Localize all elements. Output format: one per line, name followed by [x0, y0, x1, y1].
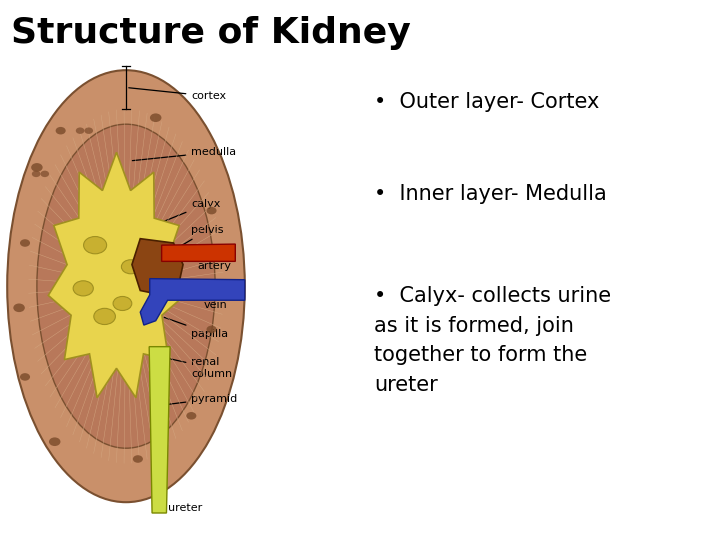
Text: ureter: ureter — [162, 501, 202, 512]
Circle shape — [133, 455, 143, 463]
Polygon shape — [48, 152, 185, 398]
Circle shape — [186, 412, 197, 420]
Text: •  Outer layer- Cortex: • Outer layer- Cortex — [374, 92, 600, 112]
Circle shape — [84, 127, 93, 134]
Polygon shape — [132, 239, 183, 295]
Text: renal
column: renal column — [138, 352, 233, 379]
Text: calyx: calyx — [145, 199, 221, 229]
Text: Structure of Kidney: Structure of Kidney — [11, 16, 410, 50]
Circle shape — [40, 171, 49, 177]
Circle shape — [122, 260, 140, 274]
Circle shape — [207, 326, 217, 333]
Circle shape — [20, 373, 30, 381]
Circle shape — [94, 308, 115, 325]
Circle shape — [49, 437, 60, 446]
Circle shape — [31, 163, 42, 172]
Polygon shape — [161, 244, 235, 261]
Text: renal
artery: renal artery — [197, 249, 231, 271]
Circle shape — [76, 127, 84, 134]
Circle shape — [32, 171, 40, 177]
Circle shape — [20, 239, 30, 247]
Text: cortex: cortex — [129, 88, 227, 101]
Circle shape — [84, 237, 107, 254]
Ellipse shape — [37, 124, 215, 448]
Text: pyramid: pyramid — [166, 394, 238, 404]
Text: renal
vein: renal vein — [203, 288, 232, 310]
Text: medulla: medulla — [132, 147, 236, 160]
Circle shape — [13, 303, 24, 312]
Text: •  Inner layer- Medulla: • Inner layer- Medulla — [374, 184, 607, 204]
Circle shape — [207, 207, 217, 214]
Text: •  Calyx- collects urine
as it is formed, join
together to form the
ureter: • Calyx- collects urine as it is formed,… — [374, 286, 611, 395]
Circle shape — [150, 113, 161, 122]
Circle shape — [55, 127, 66, 134]
Circle shape — [113, 296, 132, 310]
Polygon shape — [149, 347, 170, 513]
Ellipse shape — [7, 70, 245, 502]
Circle shape — [73, 281, 94, 296]
Polygon shape — [140, 279, 245, 325]
Text: papilla: papilla — [164, 318, 228, 339]
Text: pelvis: pelvis — [170, 225, 224, 252]
